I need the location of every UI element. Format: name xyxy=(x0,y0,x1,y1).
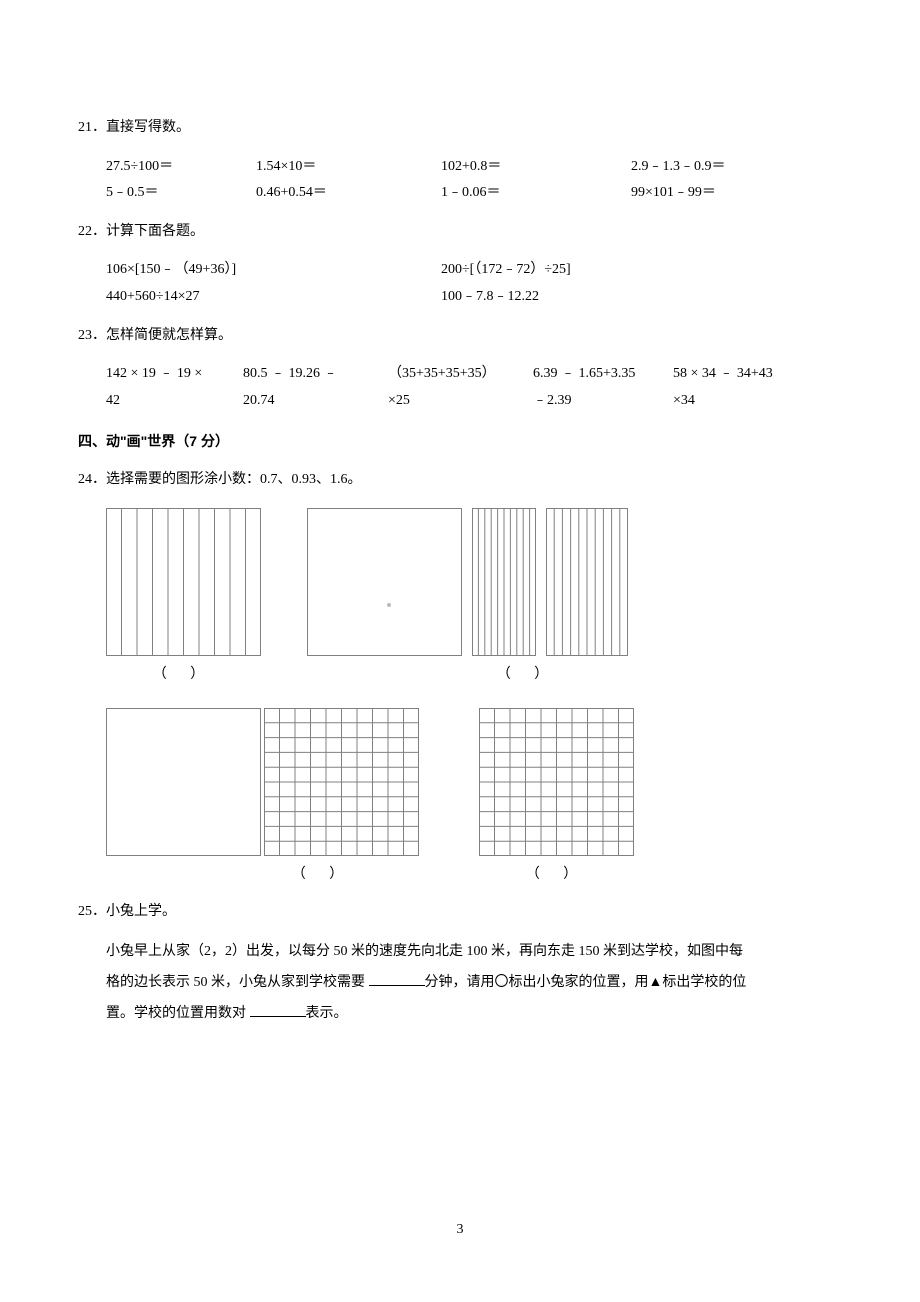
narrow-stripes-icon xyxy=(472,508,536,656)
q21-r1c2: 1.54×10＝ xyxy=(256,154,441,181)
q24-fig2 xyxy=(307,508,462,656)
q24-prompt: 24．选择需要的图形涂小数：0.7、0.93、1.6。 xyxy=(78,467,842,494)
q23-r1c5: 58 × 34 ﹣ 34+43 xyxy=(673,361,773,388)
q23-row2: 42 20.74 ×25 ﹣2.39 ×34 xyxy=(78,388,842,415)
q21-r2c3: 1﹣0.06＝ xyxy=(441,180,631,207)
q24-fig5-group: （ ） xyxy=(106,708,419,889)
q24-fig5-label: （ ） xyxy=(292,862,354,889)
q24-fig4 xyxy=(546,508,628,656)
q23-prompt: 23．怎样简便就怎样算。 xyxy=(78,323,842,350)
q24-fig7: （ ） xyxy=(479,708,634,889)
q24-fig3 xyxy=(472,508,536,656)
blank-minutes[interactable] xyxy=(369,972,425,986)
q25-l3-post: 表示。 xyxy=(306,1006,348,1021)
page-number: 3 xyxy=(0,1217,920,1244)
section4-title: 四、动"画"世界（7 分） xyxy=(78,428,842,455)
q25-prompt: 25．小兔上学。 xyxy=(78,899,842,926)
q24-fig2-label: （ ） xyxy=(497,662,559,689)
q23-r1c3: （35+35+35+35） xyxy=(388,361,533,388)
q24-fig7-label: （ ） xyxy=(526,862,588,889)
q21-row2: 5﹣0.5＝ 0.46+0.54＝ 1﹣0.06＝ 99×101﹣99＝ xyxy=(78,180,842,207)
dot-icon xyxy=(387,603,391,607)
q21-r1c1: 27.5÷100＝ xyxy=(106,154,256,181)
empty-square2-icon xyxy=(106,708,261,856)
q23-row1: 142 × 19 ﹣ 19 × 80.5 ﹣ 19.26 ﹣ （35+35+35… xyxy=(78,361,842,388)
q22-r1c2: 200÷[（172﹣72）÷25] xyxy=(441,257,571,284)
q25-l3-pre: 置。学校的位置用数对 xyxy=(106,1006,250,1021)
q25-line3: 置。学校的位置用数对 表示。 xyxy=(106,999,842,1030)
q23-r1c1: 142 × 19 ﹣ 19 × xyxy=(106,361,243,388)
q21-r2c1: 5﹣0.5＝ xyxy=(106,180,256,207)
q22-r2c1: 440+560÷14×27 xyxy=(106,284,441,311)
q25-l2-pre: 格的边长表示 50 米，小兔从家到学校需要 xyxy=(106,975,369,990)
q21-r2c2: 0.46+0.54＝ xyxy=(256,180,441,207)
q23-r2c2: 20.74 xyxy=(243,388,388,415)
q21-r1c4: 2.9﹣1.3﹣0.9＝ xyxy=(631,154,726,181)
q22-r1c1: 106×[150﹣（49+36）] xyxy=(106,257,441,284)
q21-r1c3: 102+0.8＝ xyxy=(441,154,631,181)
q22-row1: 106×[150﹣（49+36）] 200÷[（172﹣72）÷25] xyxy=(78,257,842,284)
q23-r2c4: ﹣2.39 xyxy=(533,388,673,415)
q24-fig2-group: （ ） xyxy=(307,508,628,689)
q24-fig5 xyxy=(106,708,261,856)
q23-r1c2: 80.5 ﹣ 19.26 ﹣ xyxy=(243,361,388,388)
q23-r1c4: 6.39 ﹣ 1.65+3.35 xyxy=(533,361,673,388)
q23-r2c5: ×34 xyxy=(673,388,695,415)
empty-square-icon xyxy=(307,508,462,656)
q23-r2c1: 42 xyxy=(106,388,243,415)
q24-figures-row2: （ ） （ ） xyxy=(78,708,842,889)
q24-fig1: （ ） xyxy=(106,508,261,689)
q22-row2: 440+560÷14×27 100﹣7.8﹣12.22 xyxy=(78,284,842,311)
q22-prompt: 22．计算下面各题。 xyxy=(78,219,842,246)
q21-prompt: 21．直接写得数。 xyxy=(78,115,842,142)
grid-10x10b-icon xyxy=(479,708,634,856)
q24-fig1-label: （ ） xyxy=(153,662,215,689)
q25-l2-post: 分钟，请用〇标出小兔家的位置，用▲标出学校的位 xyxy=(425,975,747,990)
q21-r2c4: 99×101﹣99＝ xyxy=(631,180,716,207)
q25-body: 小兔早上从家（2，2）出发，以每分 50 米的速度先向北走 100 米，再向东走… xyxy=(78,937,842,1029)
stripes-10-icon xyxy=(106,508,261,656)
q21-row1: 27.5÷100＝ 1.54×10＝ 102+0.8＝ 2.9﹣1.3﹣0.9＝ xyxy=(78,154,842,181)
q24-fig6 xyxy=(264,708,419,856)
q24-figures-row1: （ ） xyxy=(78,508,842,689)
grid-10x10-icon xyxy=(264,708,419,856)
q25-line1: 小兔早上从家（2，2）出发，以每分 50 米的速度先向北走 100 米，再向东走… xyxy=(106,937,842,968)
q22-r2c2: 100﹣7.8﹣12.22 xyxy=(441,284,539,311)
q25-line2: 格的边长表示 50 米，小兔从家到学校需要 分钟，请用〇标出小兔家的位置，用▲标… xyxy=(106,968,842,999)
narrow-stripes2-icon xyxy=(546,508,628,656)
blank-pair[interactable] xyxy=(250,1003,306,1017)
q23-r2c3: ×25 xyxy=(388,388,533,415)
